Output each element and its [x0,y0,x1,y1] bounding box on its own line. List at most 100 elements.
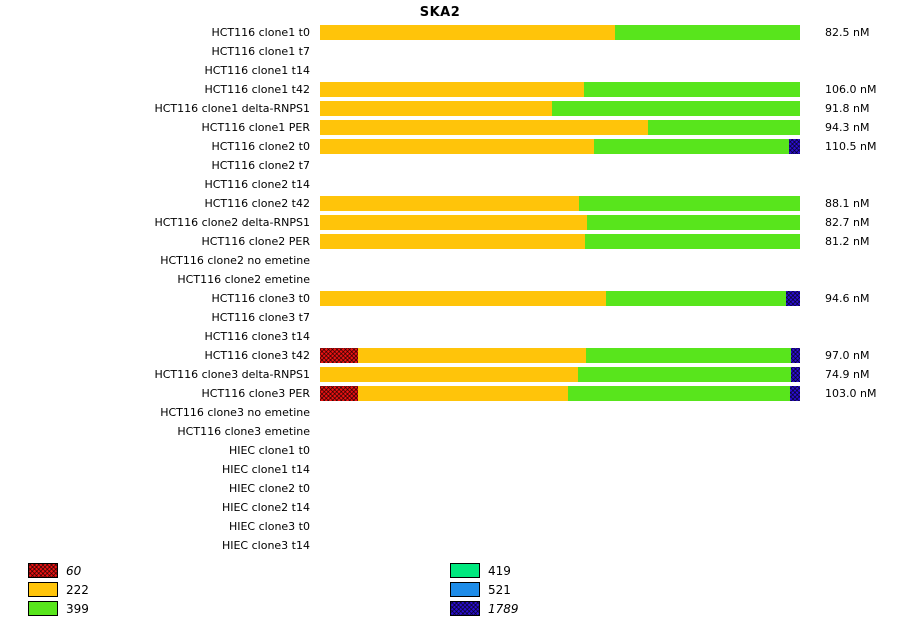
bar-segment-399 [577,367,791,382]
bar-track [320,234,800,249]
row-value: 88.1 nM [825,197,870,210]
bar-track [320,215,800,230]
legend-swatch-521 [450,582,480,597]
bar-track [320,367,800,382]
bar-segment-222 [320,25,616,40]
bar-track [320,101,800,116]
row-label: HCT116 clone1 delta-RNPS1 [154,102,310,115]
row-label: HIEC clone1 t0 [228,444,310,457]
chart-row: HIEC clone3 t14 [0,536,900,555]
row-label: HCT116 clone2 t0 [211,140,310,153]
row-value: 82.5 nM [825,26,870,39]
row-value: 94.6 nM [825,292,870,305]
chart-row: HCT116 clone3 t42 97.0 nM [0,346,900,365]
row-label: HCT116 clone2 no emetine [160,254,310,267]
chart-row: HCT116 clone1 t14 [0,61,900,80]
chart-row: HIEC clone3 t0 [0,517,900,536]
bar-segment-222 [320,82,584,97]
legend-label: 1789 [488,601,519,616]
row-label: HCT116 clone1 t14 [204,64,310,77]
legend-entry-399: 399 [28,601,450,616]
chart-row: HCT116 clone1 t0 82.5 nM [0,23,900,42]
bar-track [320,538,800,553]
row-label: HCT116 clone3 t14 [204,330,310,343]
row-value: 106.0 nM [825,83,877,96]
bar-track [320,443,800,458]
legend-swatch-1789 [450,601,480,616]
legend-entry-521: 521 [450,582,519,597]
bar-track [320,139,800,154]
chart-title: SKA2 [419,5,461,20]
bar-segment-399 [568,386,790,401]
bar-track [320,424,800,439]
bar-segment-222 [320,120,648,135]
row-label: HCT116 clone3 t0 [211,292,310,305]
row-label: HCT116 clone2 t42 [204,197,310,210]
bar-track [320,196,800,211]
bar-track [320,386,800,401]
bar-segment-1789 [790,367,800,382]
row-value: 94.3 nM [825,121,870,134]
row-label: HIEC clone3 t14 [221,539,310,552]
legend-entry-419: 419 [450,563,519,578]
bar-segment-399 [584,234,800,249]
chart-row: HCT116 clone3 PER 103.0 nM [0,384,900,403]
bar-segment-222 [320,139,594,154]
bar-segment-399 [584,82,800,97]
row-label: HCT116 clone3 t42 [204,349,310,362]
legend-label: 222 [66,582,89,597]
row-label: HCT116 clone1 t42 [204,83,310,96]
legend-entry-1789: 1789 [450,601,519,616]
bar-track [320,481,800,496]
bar-track [320,63,800,78]
chart-row: HCT116 clone3 t7 [0,308,900,327]
row-label: HIEC clone2 t14 [221,501,310,514]
chart-row: HCT116 clone3 emetine [0,422,900,441]
bar-segment-222 [320,234,585,249]
bar-rows-container: HCT116 clone1 t0 82.5 nM HCT116 clone1 t7 H… [0,23,900,555]
row-label: HCT116 clone1 PER [201,121,310,134]
chart-row: HIEC clone2 t14 [0,498,900,517]
chart-row: HCT116 clone2 delta-RNPS1 82.7 nM [0,213,900,232]
bar-segment-60 [320,348,358,363]
chart-row: HCT116 clone3 delta-RNPS1 74.9 nM [0,365,900,384]
row-label: HCT116 clone3 delta-RNPS1 [154,368,310,381]
bar-segment-399 [593,139,789,154]
bar-track [320,519,800,534]
chart-row: HCT116 clone1 t7 [0,42,900,61]
row-value: 110.5 nM [825,140,877,153]
legend-swatch-419 [450,563,480,578]
bar-track [320,253,800,268]
bar-segment-1789 [788,139,800,154]
legend-label: 521 [488,582,511,597]
chart-row: HCT116 clone1 delta-RNPS1 91.8 nM [0,99,900,118]
bar-segment-222 [320,367,578,382]
legend-swatch-222 [28,582,58,597]
legend-swatch-60 [28,563,58,578]
bar-track [320,329,800,344]
row-label: HIEC clone3 t0 [228,520,310,533]
row-value: 103.0 nM [825,387,877,400]
legend-label: 399 [66,601,89,616]
legend-entry-222: 222 [28,582,450,597]
chart-row: HIEC clone1 t14 [0,460,900,479]
bar-track [320,500,800,515]
bar-track [320,177,800,192]
chart-row: HCT116 clone2 PER 81.2 nM [0,232,900,251]
chart-row: HCT116 clone2 emetine [0,270,900,289]
bar-segment-399 [551,101,800,116]
chart-row: HCT116 clone3 t14 [0,327,900,346]
chart-row: HCT116 clone1 t42 106.0 nM [0,80,900,99]
bar-segment-60 [320,386,358,401]
bar-segment-1789 [786,291,800,306]
bar-segment-399 [579,196,800,211]
bar-track [320,310,800,325]
legend-swatch-399 [28,601,58,616]
row-label: HIEC clone2 t0 [228,482,310,495]
row-label: HCT116 clone2 t14 [204,178,310,191]
legend: 60 222 399 419 521 1789 [28,563,900,620]
row-label: HCT116 clone2 t7 [211,159,310,172]
row-label: HCT116 clone2 delta-RNPS1 [154,216,310,229]
row-value: 97.0 nM [825,349,870,362]
